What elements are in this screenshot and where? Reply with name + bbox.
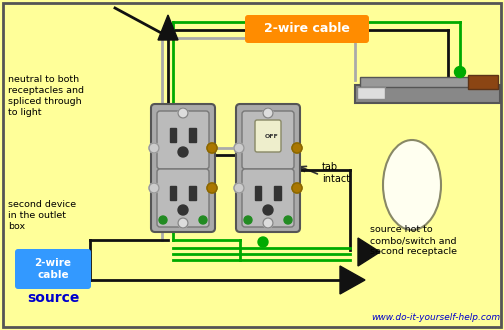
Circle shape <box>263 218 273 228</box>
Bar <box>189 186 196 200</box>
Text: neutral to both
receptacles and
spliced through
to light: neutral to both receptacles and spliced … <box>8 75 84 117</box>
Bar <box>170 186 176 200</box>
Polygon shape <box>158 15 178 40</box>
Circle shape <box>284 216 292 224</box>
Text: source hot to
combo/switch and
second receptacle: source hot to combo/switch and second re… <box>370 225 457 256</box>
Circle shape <box>258 237 268 247</box>
FancyBboxPatch shape <box>15 249 91 289</box>
FancyBboxPatch shape <box>236 104 300 232</box>
Circle shape <box>263 205 273 215</box>
Bar <box>360 77 495 87</box>
Bar <box>170 128 176 142</box>
Polygon shape <box>340 266 365 294</box>
Circle shape <box>263 108 273 118</box>
Polygon shape <box>358 238 380 266</box>
Circle shape <box>292 183 302 193</box>
Circle shape <box>234 183 244 193</box>
FancyBboxPatch shape <box>151 104 215 232</box>
FancyBboxPatch shape <box>242 169 294 227</box>
Bar <box>357 87 385 99</box>
Circle shape <box>455 67 466 78</box>
Ellipse shape <box>383 140 441 230</box>
Circle shape <box>159 216 167 224</box>
FancyBboxPatch shape <box>157 169 209 227</box>
FancyBboxPatch shape <box>245 15 369 43</box>
Circle shape <box>149 183 159 193</box>
FancyBboxPatch shape <box>255 120 281 152</box>
Bar <box>255 186 261 200</box>
Circle shape <box>207 183 217 193</box>
Circle shape <box>178 205 188 215</box>
Circle shape <box>207 143 217 153</box>
Circle shape <box>178 108 188 118</box>
Text: 2-wire
cable: 2-wire cable <box>34 258 72 280</box>
Circle shape <box>292 143 302 153</box>
Text: 2-wire cable: 2-wire cable <box>264 22 350 36</box>
Text: www.do-it-yourself-help.com: www.do-it-yourself-help.com <box>371 313 500 322</box>
Circle shape <box>234 143 244 153</box>
Bar <box>468 75 498 89</box>
Circle shape <box>199 216 207 224</box>
Circle shape <box>178 147 188 157</box>
Text: OFF: OFF <box>265 134 279 139</box>
Circle shape <box>244 216 252 224</box>
Circle shape <box>178 218 188 228</box>
FancyBboxPatch shape <box>242 111 294 169</box>
FancyBboxPatch shape <box>157 111 209 169</box>
Text: second device
in the outlet
box: second device in the outlet box <box>8 200 76 231</box>
Bar <box>355 85 500 103</box>
Text: tab
intact: tab intact <box>322 162 350 184</box>
Text: source: source <box>27 291 79 305</box>
Circle shape <box>149 143 159 153</box>
Bar <box>189 128 196 142</box>
Bar <box>274 186 281 200</box>
